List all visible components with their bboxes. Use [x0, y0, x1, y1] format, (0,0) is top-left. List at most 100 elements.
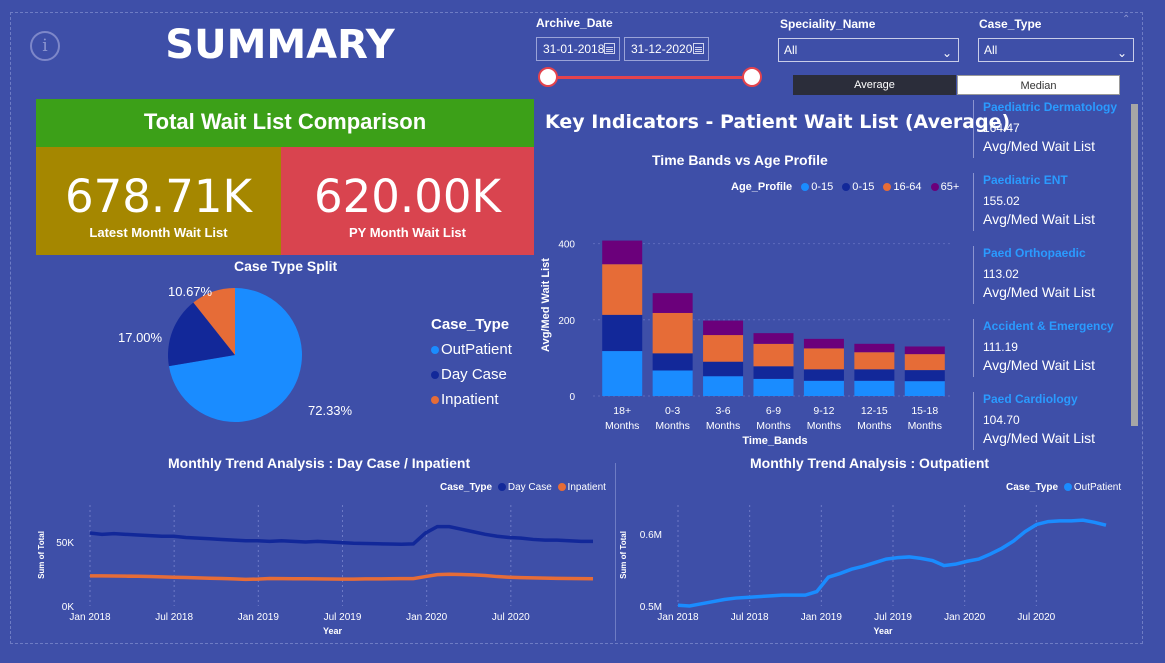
slider-start-handle[interactable]: [538, 67, 558, 87]
bar-segment: [602, 240, 643, 265]
calendar-icon[interactable]: [693, 43, 704, 54]
key-indicator-card[interactable]: Paediatric ENT 155.02 Avg/Med Wait List: [973, 173, 1123, 231]
x-tick-label: Jul 2018: [731, 612, 769, 623]
y-tick-label: 0K: [62, 602, 75, 613]
bar-segment: [602, 314, 643, 352]
bar-segment: [803, 380, 844, 396]
end-date-input[interactable]: 31-12-2020: [624, 37, 709, 61]
speciality-name: Paediatric ENT: [983, 173, 1068, 187]
case-type-select[interactable]: All ⌄: [978, 38, 1134, 62]
latest-month-card: 678.71K Latest Month Wait List: [36, 147, 281, 255]
bar-segment: [904, 354, 945, 371]
bar-segment: [904, 381, 945, 396]
x-tick-label: Months: [908, 420, 942, 432]
calendar-icon[interactable]: [604, 43, 615, 54]
key-indicator-card[interactable]: Paediatric Dermatology 164.47 Avg/Med Wait…: [973, 100, 1123, 158]
bar-segment: [703, 320, 744, 336]
bar-segment: [602, 351, 643, 396]
median-toggle[interactable]: Median: [957, 75, 1120, 95]
speciality-metric-label: Avg/Med Wait List: [983, 284, 1096, 300]
legend-label: OutPatient: [441, 341, 512, 358]
trend-op-legend-title: Case_Type: [1006, 482, 1059, 493]
legend-label: Day Case: [441, 366, 507, 383]
legend-item-outpatient[interactable]: OutPatient: [431, 341, 512, 358]
chevron-up-icon[interactable]: ⌃: [1122, 14, 1131, 25]
bar-segment: [652, 312, 693, 354]
age-legend-3[interactable]: 65+: [940, 181, 960, 193]
legend-item-day-case[interactable]: Day Case: [431, 366, 512, 383]
date-range-slider[interactable]: [548, 76, 752, 79]
dashboard-frame: [10, 12, 1143, 644]
outpatient-line-chart: 0.5M 0.6M Sum of Total Jan 2018 Jul 2018 Jan …: [619, 505, 1107, 636]
age-legend-title: Age_Profile: [731, 181, 793, 193]
series-line: [677, 518, 1107, 608]
legend-dot-icon: [883, 183, 892, 192]
start-date-input[interactable]: 31-01-2018: [536, 37, 620, 61]
speciality-name: Paediatric Dermatology: [983, 100, 1118, 114]
series-line: [90, 572, 594, 582]
scrollbar[interactable]: [1131, 104, 1138, 426]
bar-segment: [854, 380, 895, 396]
x-tick-label: Months: [655, 420, 689, 432]
speciality-metric-label: Avg/Med Wait List: [983, 357, 1096, 373]
pie-legend-title: Case_Type: [431, 316, 510, 333]
speciality-metric-label: Avg/Med Wait List: [983, 138, 1096, 154]
py-month-value: 620.00K: [314, 170, 501, 223]
bar-segment: [854, 369, 895, 381]
speciality-label: Speciality_Name: [780, 17, 876, 31]
latest-month-value: 678.71K: [65, 170, 252, 223]
legend-dot-icon: [431, 396, 439, 405]
trend-dc-legend-0[interactable]: Day Case: [507, 482, 552, 493]
bar-segment: [703, 335, 744, 362]
x-axis-label: Time_Bands: [742, 435, 807, 447]
x-tick-label: Jul 2019: [324, 612, 362, 623]
trend-op-legend-0[interactable]: OutPatient: [1073, 482, 1122, 493]
y-tick-label: 0.6M: [640, 530, 662, 541]
end-date-value: 31-12-2020: [631, 42, 693, 56]
bar-segment: [803, 369, 844, 381]
key-indicator-card[interactable]: Paed Cardiology 104.70 Avg/Med Wait List: [973, 392, 1123, 450]
speciality-select[interactable]: All ⌄: [778, 38, 959, 62]
age-legend-0[interactable]: 0-15: [811, 181, 834, 193]
key-indicator-card[interactable]: Paed Orthopaedic 113.02 Avg/Med Wait List: [973, 246, 1123, 304]
section-divider: [615, 463, 616, 641]
trend-dc-legend: Case_Type Day Case Inpatient: [440, 482, 606, 493]
legend-dot-icon: [842, 183, 851, 192]
pie-slice-label: 72.33%: [308, 403, 353, 418]
slider-end-handle[interactable]: [742, 67, 762, 87]
age-legend: Age_Profile 0-15 0-15 16-64 65+: [731, 181, 959, 193]
legend-item-inpatient[interactable]: Inpatient: [431, 391, 512, 408]
bar-segment: [652, 353, 693, 371]
archive-date-label: Archive_Date: [536, 16, 613, 30]
bar-segment: [602, 264, 643, 315]
speciality-value: 104.70: [983, 413, 1020, 427]
speciality-value: 155.02: [983, 194, 1020, 208]
latest-month-label: Latest Month Wait List: [89, 225, 228, 240]
bar-segment: [854, 343, 895, 353]
age-legend-1[interactable]: 0-15: [852, 181, 875, 193]
y-tick-label: 200: [558, 316, 575, 327]
trend-dc-legend-title: Case_Type: [440, 482, 493, 493]
x-tick-label: Jul 2020: [1017, 612, 1055, 623]
x-tick-label: 0-3: [665, 405, 680, 417]
bar-segment: [703, 361, 744, 377]
trend-op-title: Monthly Trend Analysis : Outpatient: [750, 455, 990, 471]
age-legend-2[interactable]: 16-64: [893, 181, 922, 193]
bands-chart-title: Time Bands vs Age Profile: [652, 152, 828, 168]
info-icon[interactable]: i: [30, 31, 60, 61]
average-toggle[interactable]: Average: [793, 75, 956, 95]
x-axis-label: Year: [873, 626, 893, 636]
pie-slice: [193, 288, 235, 355]
bar-segment: [753, 378, 794, 396]
trend-dc-legend-1[interactable]: Inpatient: [567, 482, 606, 493]
pie-slice: [168, 302, 235, 367]
speciality-value: 111.19: [983, 340, 1018, 354]
y-axis-label: Sum of Total: [37, 531, 46, 579]
legend-dot-icon: [557, 483, 566, 492]
key-indicator-card[interactable]: Accident & Emergency 111.19 Avg/Med Wait L…: [973, 319, 1123, 377]
trend-op-legend: Case_Type OutPatient: [1006, 482, 1121, 493]
legend-dot-icon: [497, 483, 506, 492]
trend-dc-title: Monthly Trend Analysis : Day Case / Inpa…: [168, 455, 471, 471]
start-date-value: 31-01-2018: [543, 42, 605, 56]
x-tick-label: Jan 2019: [238, 612, 280, 623]
